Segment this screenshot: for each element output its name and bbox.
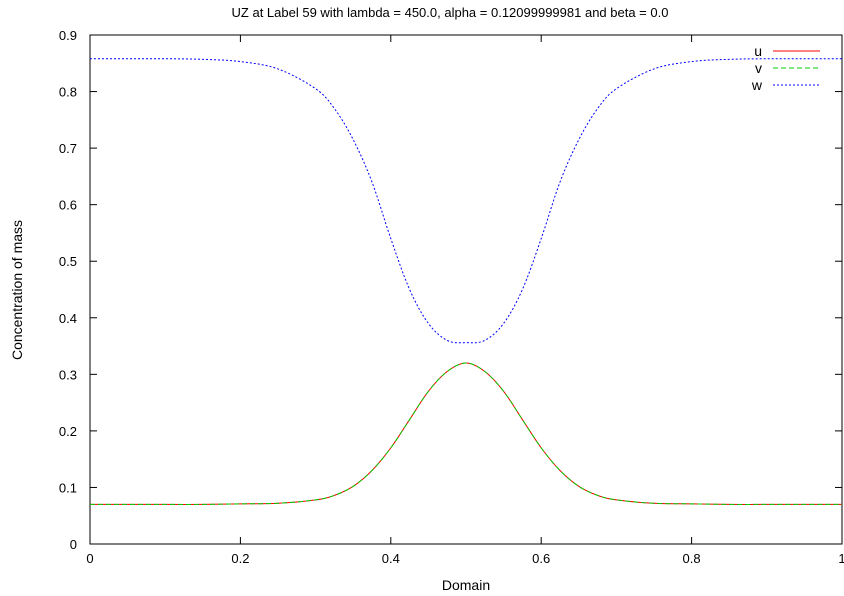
x-tick-label: 0 [86, 551, 93, 566]
legend: uvw [751, 43, 820, 93]
x-tick-label: 0.6 [532, 551, 550, 566]
axis-ticks [89, 34, 843, 545]
chart-title: UZ at Label 59 with lambda = 450.0, alph… [232, 5, 669, 20]
series-lines [90, 58, 842, 505]
y-axis-title: Concentration of mass [9, 220, 25, 360]
series-line-w [90, 58, 842, 344]
y-tick-label: 0.3 [59, 367, 77, 382]
y-tick-label: 0.7 [59, 141, 77, 156]
y-tick-label: 0.2 [59, 424, 77, 439]
x-axis-title: Domain [442, 577, 490, 593]
legend-label-w: w [751, 77, 763, 93]
legend-label-v: v [755, 60, 762, 76]
plot-frame [89, 34, 843, 545]
y-tick-label: 0.1 [59, 480, 77, 495]
y-tick-label: 0.4 [59, 311, 77, 326]
y-tick-label: 0.8 [59, 85, 77, 100]
axis-tick-labels: 0 0.2 0.4 0.6 0.8 1 0 0.1 0.2 0.3 0.4 0.5 0.6 0.7 0.8 0… [59, 28, 844, 566]
x-tick-label: 0.8 [683, 551, 701, 566]
y-tick-label: 0.5 [59, 254, 77, 269]
x-tick-label: 1 [838, 551, 844, 566]
series-line-u [90, 362, 842, 505]
series-line-v [90, 362, 842, 505]
x-tick-label: 0.4 [382, 551, 400, 566]
legend-label-u: u [754, 43, 762, 59]
x-tick-label: 0.2 [231, 551, 249, 566]
y-tick-label: 0.9 [59, 28, 77, 43]
y-tick-label: 0 [70, 537, 77, 552]
y-tick-label: 0.6 [59, 198, 77, 213]
